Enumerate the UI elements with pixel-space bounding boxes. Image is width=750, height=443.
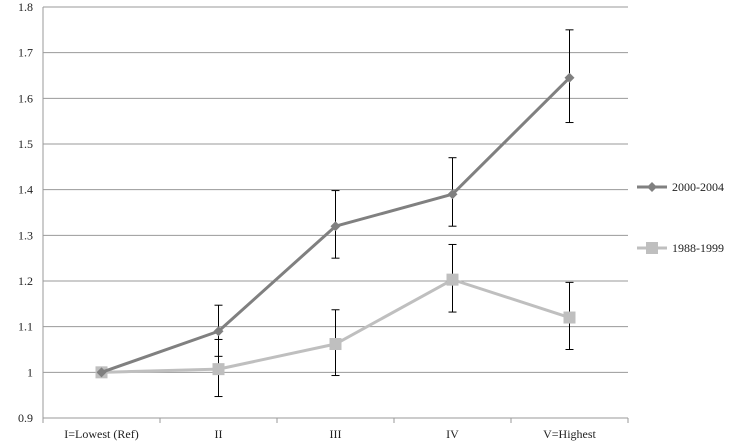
y-tick-label: 1.4 <box>18 183 33 197</box>
y-tick-label: 1.1 <box>18 320 33 334</box>
data-point <box>96 367 107 378</box>
y-tick-label: 1 <box>27 365 33 379</box>
x-tick-label: III <box>330 427 342 441</box>
data-point <box>212 363 225 376</box>
legend-marker <box>647 182 657 192</box>
legend-marker <box>646 242 658 254</box>
data-point <box>447 189 458 200</box>
y-tick-label: 1.2 <box>18 274 33 288</box>
legend-item: 1988-1999 <box>637 241 724 255</box>
y-tick-label: 1.3 <box>18 228 33 242</box>
series-lines <box>95 29 576 398</box>
x-tick-label: I=Lowest (Ref) <box>64 427 138 441</box>
y-tick-label: 1.6 <box>18 91 33 105</box>
y-tick-label: 0.9 <box>18 411 33 425</box>
y-tick-label: 1.8 <box>18 0 33 14</box>
legend-label: 2000-2004 <box>672 180 724 194</box>
data-point <box>213 326 224 337</box>
data-point <box>330 221 341 232</box>
y-tick-label: 1.5 <box>18 137 33 151</box>
data-point <box>329 338 342 351</box>
x-tick-label: V=Highest <box>543 427 596 441</box>
axes: 0.9 1 1.1 1.2 1.3 1.4 1.5 1.6 1.7 1.8 I=Lowest (Re… <box>18 0 629 441</box>
series-1988-1999 <box>95 243 576 398</box>
legend-label: 1988-1999 <box>672 241 724 255</box>
series-2000-2004 <box>96 29 575 378</box>
data-point <box>563 311 576 324</box>
x-tick-label: IV <box>446 427 459 441</box>
legend-item: 2000-2004 <box>637 180 724 194</box>
x-tick-label: II <box>215 427 223 441</box>
data-point <box>564 72 575 83</box>
legend: 2000-2004 1988-1999 <box>637 180 724 255</box>
y-tick-label: 1.7 <box>18 46 33 60</box>
data-point <box>446 273 459 286</box>
